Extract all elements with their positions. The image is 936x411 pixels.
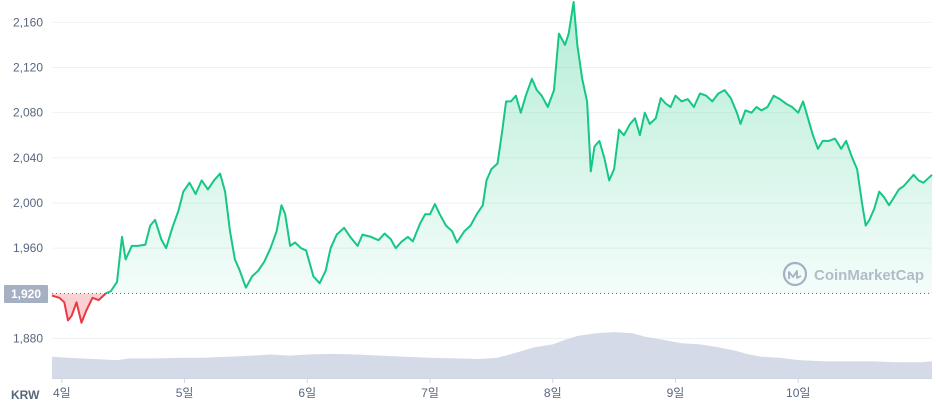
x-tick-label: 6일 <box>298 386 316 400</box>
x-tick-label: 8일 <box>544 386 562 400</box>
x-tick-label: 4일 <box>53 386 71 400</box>
baseline-label-text: 1,920 <box>11 287 41 301</box>
y-tick-label: 1,960 <box>13 241 43 255</box>
y-tick-label: 2,040 <box>13 151 43 165</box>
y-tick-label: 2,120 <box>13 60 43 74</box>
y-tick-label: 2,160 <box>13 15 43 29</box>
volume-layer <box>52 332 932 378</box>
watermark-text: CoinMarketCap <box>814 267 924 284</box>
x-tick-label: 5일 <box>176 386 194 400</box>
baseline-label: 1,920 <box>4 285 48 303</box>
y-tick-label: 2,000 <box>13 196 43 210</box>
x-tick-label: 10일 <box>786 386 810 400</box>
y-tick-label: 1,880 <box>13 331 43 345</box>
volume-area <box>52 332 932 378</box>
coinmarketcap-watermark: CoinMarketCap <box>782 261 924 287</box>
area-layer <box>52 2 932 323</box>
x-tick-label: 7일 <box>421 386 439 400</box>
line-layer <box>51 1 933 324</box>
price-area-up <box>52 2 932 294</box>
price-line-up <box>104 1 933 294</box>
currency-label: KRW <box>11 388 40 402</box>
x-tick-label: 9일 <box>667 386 685 400</box>
coinmarketcap-logo-icon <box>782 261 808 287</box>
baseline-label-bg <box>4 285 48 303</box>
price-area-down <box>52 293 106 323</box>
y-tick-label: 2,080 <box>13 106 43 120</box>
axis-layer: 1,880 1,960 2,000 2,040 2,080 2,120 2,160 4일 5일 6… <box>13 15 932 400</box>
